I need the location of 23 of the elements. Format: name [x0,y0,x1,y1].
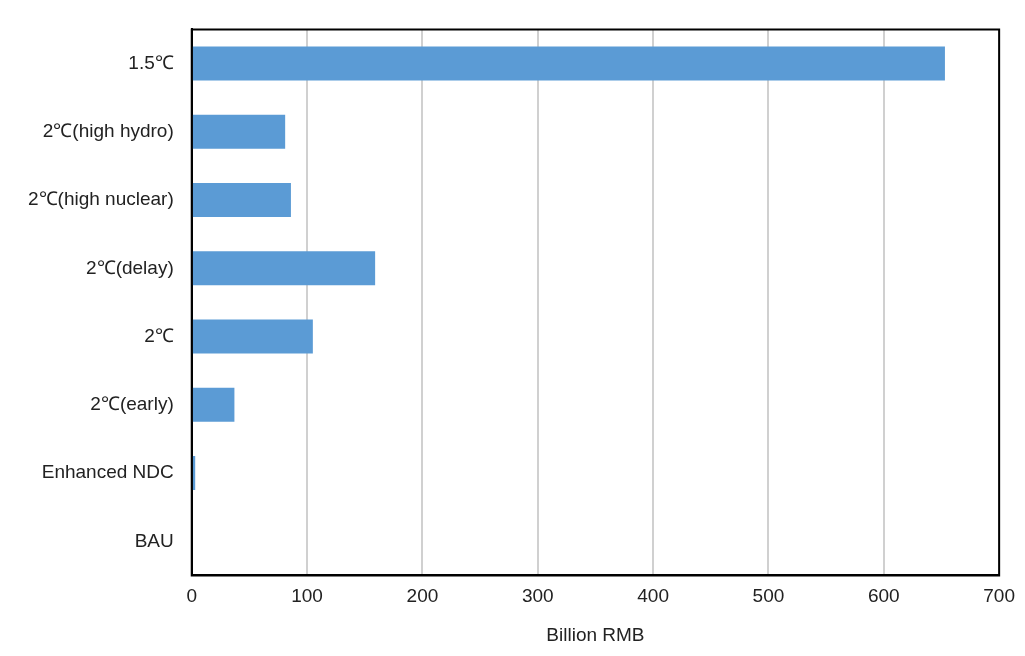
bar [192,319,313,354]
bar [192,182,291,218]
y-tick-label: 1.5℃ [128,51,174,73]
y-tick-label: 2℃ [144,324,174,346]
x-tick-label: 700 [983,585,1015,607]
y-tick-label: Enhanced NDC [41,461,174,483]
x-tick-label: 600 [867,585,900,607]
bar [192,251,376,286]
bar [192,387,235,422]
y-tick-label: 2℃(early) [90,393,174,415]
x-tick-label: 500 [752,585,785,607]
x-tick-label: 300 [521,585,554,607]
y-tick-label: 2℃(high nuclear) [27,188,174,210]
x-tick-label: 100 [291,585,323,607]
bar [192,46,945,81]
y-tick-label: 2℃(delay) [86,256,174,278]
x-tick-label: 0 [186,585,198,607]
x-tick-label: 400 [637,585,669,607]
y-tick-label: 2℃(high hydro) [42,120,174,142]
x-axis-title: Billion RMB [546,623,645,645]
bar [192,114,286,149]
y-tick-label: BAU [134,529,174,551]
x-tick-label: 200 [406,585,439,607]
